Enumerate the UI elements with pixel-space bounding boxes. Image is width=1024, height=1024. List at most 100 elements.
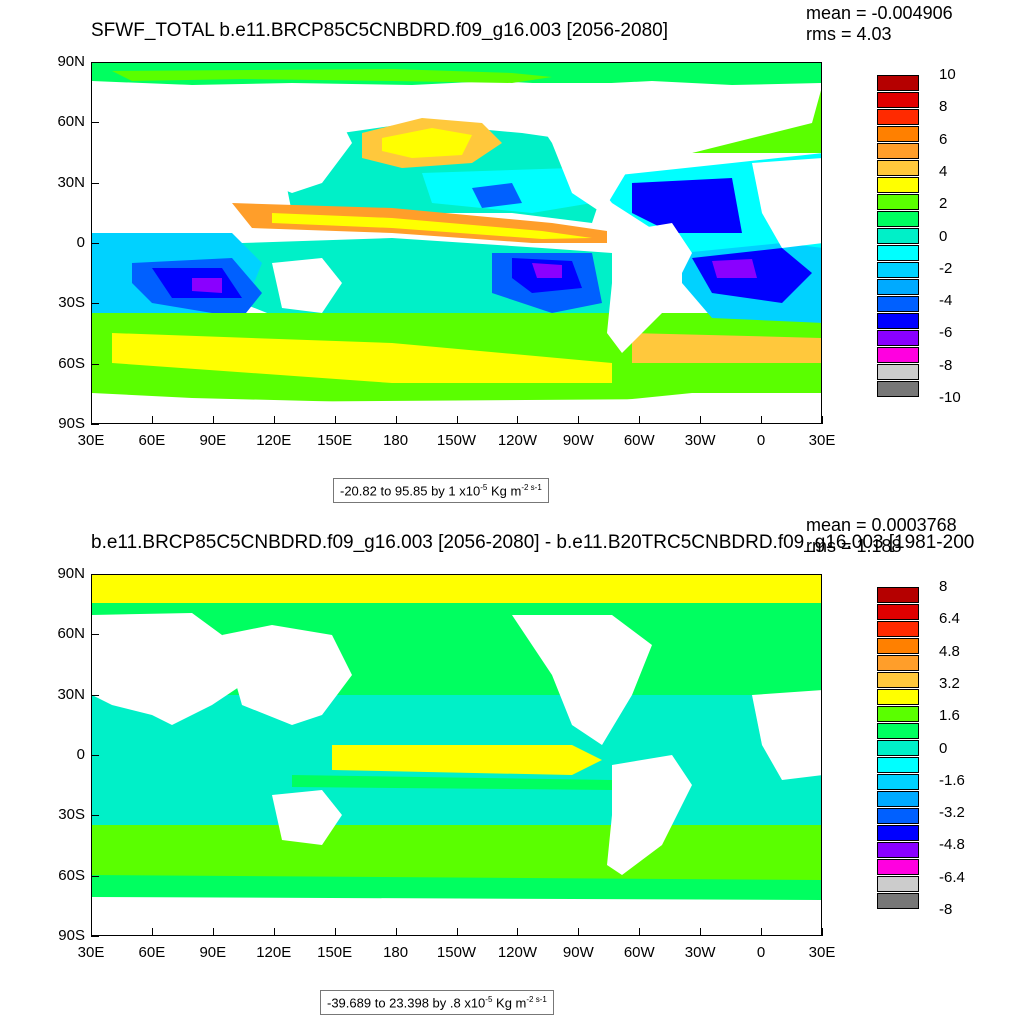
top-colorbar-box <box>877 109 919 125</box>
bottom-colorbar-label: -8 <box>939 901 953 918</box>
bottom-colorbar-box <box>877 825 919 841</box>
top-lat-label: 30N <box>57 173 85 191</box>
top-colorbar-box <box>877 347 919 363</box>
top-colorbar-box <box>877 296 919 312</box>
top-colorbar-box <box>877 313 919 329</box>
bottom-range-box: -39.689 to 23.398 by .8 x10-5 Kg m-2 s-1 <box>320 990 554 1016</box>
top-lat-tick <box>91 182 99 184</box>
top-colorbar-label: 4 <box>939 162 948 180</box>
top-lon-label: 30E <box>77 432 105 449</box>
top-colorbar-box <box>877 194 919 210</box>
top-lon-tick <box>578 416 580 424</box>
top-lon-tick <box>456 416 458 424</box>
bottom-colorbar-box <box>877 876 919 892</box>
bottom-colorbar-box <box>877 604 919 620</box>
top-colorbar-label: -10 <box>939 389 961 406</box>
bottom-lon-tick <box>517 928 519 936</box>
top-lat-tick <box>91 424 99 425</box>
bottom-colorbar-label: -1.6 <box>939 771 965 789</box>
bottom-lat-tick <box>91 815 99 817</box>
bottom-colorbar-label: -6.4 <box>939 868 965 886</box>
top-colorbar-label: -4 <box>939 292 953 310</box>
top-lat-label: 90N <box>57 53 85 70</box>
top-mean: mean = -0.004906 <box>806 3 953 23</box>
bottom-range-unit: Kg m <box>492 995 527 1011</box>
bottom-lat-label: 30N <box>57 685 85 703</box>
top-range-exp: -5 <box>480 483 488 492</box>
bottom-lon-label: 60E <box>138 944 166 961</box>
bottom-lon-label: 180 <box>383 944 409 961</box>
bottom-lat-label: 90N <box>57 565 85 582</box>
bottom-map <box>91 574 822 936</box>
bottom-lon-label: 120W <box>497 944 537 961</box>
top-colorbar-label: 8 <box>939 98 948 116</box>
top-colorbar-box <box>877 330 919 346</box>
bottom-lon-label: 120E <box>256 944 292 961</box>
top-lon-tick <box>395 416 397 424</box>
bottom-colorbar-label: -3.2 <box>939 804 965 822</box>
bottom-lon-tick <box>578 928 580 936</box>
top-colorbar-box <box>877 228 919 244</box>
bottom-colorbar-box <box>877 723 919 739</box>
bottom-colorbar-box <box>877 859 919 875</box>
bottom-lon-label: 30E <box>77 944 105 961</box>
top-colorbar-box <box>877 92 919 108</box>
top-lon-label: 120W <box>497 432 537 449</box>
bottom-colorbar-box <box>877 706 919 722</box>
top-lat-label: 30S <box>58 294 85 312</box>
top-colorbar-box <box>877 245 919 261</box>
bottom-lat-label: 90S <box>58 927 85 944</box>
top-colorbar-label: -8 <box>939 356 953 374</box>
bottom-lon-label: 30W <box>684 944 716 961</box>
top-panel: SFWF_TOTAL b.e11.BRCP85C5CNBDRD.f09_g16.… <box>57 3 961 504</box>
top-range-unit: Kg m <box>487 483 522 499</box>
top-map-canvas <box>92 63 821 423</box>
bottom-colorbar-label: 4.8 <box>939 642 960 660</box>
bottom-lon-tick <box>273 928 275 936</box>
top-lat-tick <box>91 303 99 305</box>
top-colorbar-label: 0 <box>939 227 948 245</box>
top-colorbar-label: 6 <box>939 130 948 148</box>
bottom-colorbar-box <box>877 672 919 688</box>
top-rms: rms = 4.03 <box>806 24 892 44</box>
bottom-colorbar-box <box>877 655 919 671</box>
top-lat-label: 60S <box>58 354 85 372</box>
bottom-range-exp: -5 <box>485 995 493 1004</box>
bottom-lat-label: 60S <box>58 866 85 884</box>
bottom-rms: rms = 1.188 <box>806 536 902 556</box>
bottom-lon-tick <box>212 928 214 936</box>
top-lon-label: 120E <box>256 432 292 449</box>
top-lon-label: 150W <box>436 432 477 449</box>
top-colorbar-box <box>877 364 919 380</box>
top-lon-tick <box>639 416 641 424</box>
bottom-colorbar-box <box>877 621 919 637</box>
bottom-lat-label: 60N <box>57 625 85 643</box>
bottom-colorbar-box <box>877 638 919 654</box>
bottom-lon-tick <box>395 928 397 936</box>
top-map <box>91 62 822 424</box>
top-lon-tick <box>334 416 336 424</box>
top-lon-tick <box>212 416 214 424</box>
bottom-colorbar-box <box>877 791 919 807</box>
bottom-lat-tick <box>91 634 99 636</box>
bottom-colorbar-label: 1.6 <box>939 707 960 725</box>
top-lon-label: 90W <box>562 432 594 449</box>
top-colorbar-box <box>877 160 919 176</box>
bottom-colorbar-box <box>877 757 919 773</box>
bottom-lon-label: 30E <box>808 944 836 961</box>
bottom-lat-label: 30S <box>58 806 85 824</box>
bottom-colorbar-label: 8 <box>939 578 948 595</box>
bottom-lat-label: 0 <box>76 746 85 763</box>
bottom-colorbar-box <box>877 689 919 705</box>
bottom-range-unit-exp: -2 s-1 <box>526 995 547 1004</box>
top-lat-tick <box>91 363 99 365</box>
bottom-lat-tick <box>91 755 99 756</box>
bottom-colorbar-box <box>877 893 919 909</box>
bottom-lon-label: 0 <box>756 944 766 961</box>
bottom-lat-tick <box>91 694 99 696</box>
top-colorbar-box <box>877 262 919 278</box>
top-lat-label: 0 <box>76 234 85 251</box>
bottom-panel: b.e11.BRCP85C5CNBDRD.f09_g16.003 [2056-2… <box>0 512 1024 1024</box>
bottom-lon-tick <box>456 928 458 936</box>
top-colorbar-box <box>877 143 919 159</box>
